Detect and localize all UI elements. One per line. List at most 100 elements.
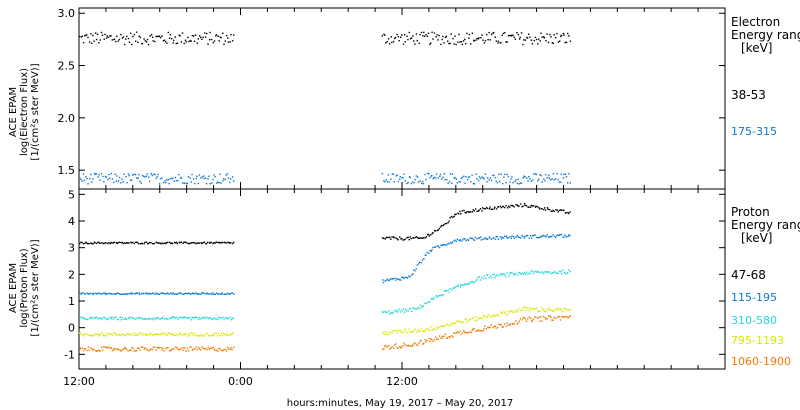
- proton-point-47-68: [426, 234, 429, 236]
- proton-point-115-195: [483, 237, 486, 240]
- electron-point-38-53: [220, 37, 222, 39]
- proton-point-47-68: [507, 205, 510, 207]
- electron-point-175-315: [202, 175, 205, 177]
- proton-point-115-195: [506, 237, 508, 239]
- electron-point-175-315: [186, 183, 189, 185]
- proton-point-310-580: [540, 271, 543, 273]
- electron-point-175-315: [392, 173, 394, 175]
- proton-point-115-195: [392, 278, 394, 280]
- proton-point-1060-1900: [386, 346, 388, 348]
- electron-point-175-315: [507, 175, 510, 178]
- proton-point-310-580: [222, 316, 224, 319]
- proton-point-115-195: [231, 292, 234, 294]
- proton-point-115-195: [139, 293, 141, 296]
- electron-point-38-53: [105, 37, 108, 39]
- proton-point-115-195: [178, 292, 180, 294]
- proton-point-115-195: [556, 234, 558, 237]
- proton-point-310-580: [143, 318, 145, 320]
- electron-point-38-53: [166, 42, 168, 44]
- electron-ytick-label-1: 2.5: [58, 60, 76, 73]
- proton-point-47-68: [520, 203, 522, 205]
- electron-point-175-315: [395, 175, 397, 177]
- proton-point-47-68: [400, 238, 402, 240]
- electron-point-175-315: [167, 179, 169, 181]
- proton-point-115-195: [546, 234, 548, 236]
- proton-point-1060-1900: [478, 330, 480, 332]
- proton-point-310-580: [121, 316, 123, 319]
- electron-point-175-315: [548, 174, 550, 177]
- proton-point-47-68: [231, 242, 234, 245]
- proton-point-1060-1900: [503, 323, 506, 325]
- proton-point-795-1193: [102, 333, 104, 335]
- electron-point-175-315: [192, 178, 195, 180]
- proton-point-310-580: [520, 273, 522, 275]
- proton-point-1060-1900: [424, 339, 426, 341]
- proton-point-47-68: [444, 222, 447, 225]
- proton-point-1060-1900: [397, 347, 399, 349]
- proton-point-310-580: [478, 276, 480, 278]
- proton-point-795-1193: [516, 311, 518, 313]
- proton-point-795-1193: [546, 309, 549, 311]
- proton-point-1060-1900: [131, 346, 133, 349]
- proton-point-115-195: [531, 237, 533, 239]
- proton-ytick-label-5: 0: [68, 322, 75, 335]
- proton-point-310-580: [466, 283, 469, 285]
- electron-point-38-53: [95, 32, 97, 34]
- proton-point-1060-1900: [512, 323, 514, 325]
- proton-point-47-68: [541, 208, 543, 210]
- proton-point-47-68: [385, 236, 388, 239]
- proton-point-47-68: [553, 210, 556, 213]
- electron-point-175-315: [442, 176, 444, 179]
- proton-legend-item-1060-1900: 1060-1900: [731, 355, 791, 368]
- proton-point-115-195: [569, 234, 571, 237]
- proton-point-1060-1900: [105, 346, 108, 349]
- proton-point-795-1193: [185, 333, 187, 335]
- electron-point-175-315: [222, 180, 224, 182]
- electron-point-38-53: [523, 39, 525, 41]
- proton-point-47-68: [495, 208, 498, 210]
- proton-point-795-1193: [525, 306, 527, 308]
- proton-point-310-580: [150, 317, 153, 320]
- electron-point-38-53: [394, 37, 396, 40]
- proton-point-795-1193: [555, 309, 557, 311]
- electron-point-38-53: [528, 33, 530, 35]
- proton-point-310-580: [553, 271, 556, 273]
- proton-point-115-195: [447, 242, 449, 245]
- proton-point-795-1193: [480, 317, 482, 319]
- proton-point-795-1193: [448, 325, 450, 327]
- proton-point-47-68: [90, 242, 92, 244]
- electron-point-38-53: [560, 34, 563, 37]
- proton-point-795-1193: [390, 332, 392, 334]
- proton-point-115-195: [430, 250, 432, 252]
- proton-point-795-1193: [472, 317, 474, 319]
- proton-point-47-68: [422, 237, 425, 239]
- proton-point-310-580: [134, 318, 137, 321]
- electron-point-175-315: [134, 173, 137, 176]
- proton-point-795-1193: [153, 333, 155, 336]
- proton-point-47-68: [397, 239, 399, 241]
- proton-point-795-1193: [84, 333, 87, 335]
- proton-point-1060-1900: [568, 316, 570, 318]
- proton-point-795-1193: [530, 308, 532, 311]
- proton-point-795-1193: [498, 315, 500, 317]
- proton-point-47-68: [569, 211, 571, 213]
- electron-point-175-315: [115, 180, 117, 182]
- proton-point-310-580: [440, 294, 442, 297]
- proton-point-115-195: [81, 292, 83, 294]
- proton-point-1060-1900: [216, 350, 219, 352]
- proton-point-310-580: [138, 317, 140, 319]
- proton-point-115-195: [495, 235, 497, 238]
- electron-point-38-53: [137, 41, 139, 43]
- proton-point-1060-1900: [385, 345, 387, 347]
- proton-point-115-195: [197, 293, 199, 295]
- proton-point-115-195: [497, 238, 500, 240]
- proton-point-795-1193: [116, 333, 118, 336]
- electron-point-175-315: [97, 176, 99, 178]
- proton-point-115-195: [190, 293, 192, 295]
- proton-point-1060-1900: [390, 347, 392, 349]
- electron-point-175-315: [393, 181, 395, 183]
- proton-point-1060-1900: [115, 348, 117, 350]
- proton-point-47-68: [390, 238, 392, 240]
- electron-point-175-315: [102, 175, 104, 178]
- electron-point-38-53: [188, 40, 190, 43]
